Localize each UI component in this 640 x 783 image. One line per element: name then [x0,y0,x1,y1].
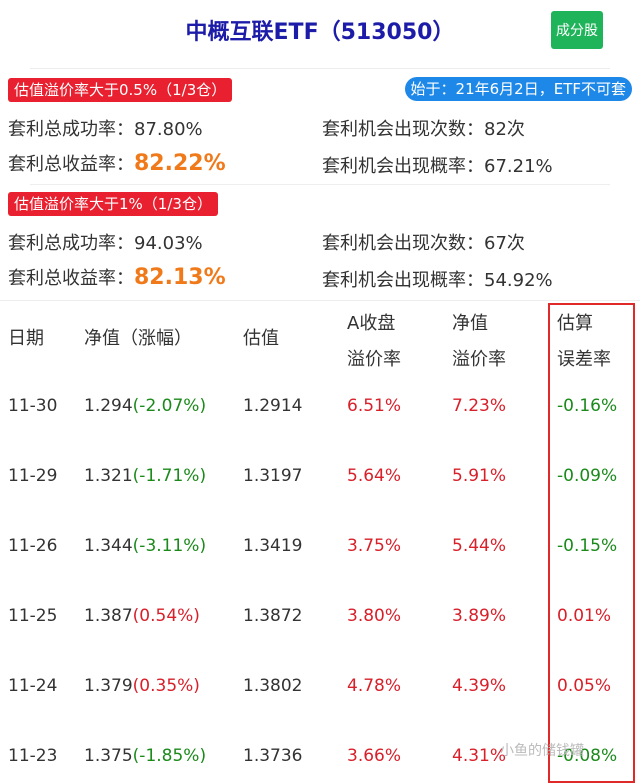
prob-label: 套利机会出现概率： [322,156,484,177]
nav-value: 1.344 [84,536,133,556]
row-nav-premium: 5.91% [452,466,507,486]
success-rate: 套利总成功率：87.80% [8,115,203,141]
nav-value: 1.321 [84,466,133,486]
nav-change: (-1.85%) [132,746,207,766]
column-header: 净值（涨幅） [84,328,192,349]
column-header: 估算 [557,313,593,334]
row-a-premium: 3.75% [347,536,402,556]
row-date: 11-29 [8,466,58,486]
row-a-premium: 3.66% [347,746,402,766]
page-title: 中概互联ETF（513050） [185,20,455,45]
row-nav-premium: 5.44% [452,536,507,556]
nav-change: (-3.11%) [132,536,207,556]
threshold-badge: 估值溢价率大于0.5%（1/3仓） [8,78,233,102]
opportunity-probability: 套利机会出现概率：54.92% [322,266,553,292]
return-label: 套利总收益率： [8,154,134,175]
success-value: 94.03% [134,233,203,254]
column-header: A收盘 [347,313,396,334]
nav-value: 1.379 [84,676,133,696]
row-error-rate: 0.05% [557,676,612,696]
total-return: 套利总收益率：82.22% [8,150,226,176]
row-nav: 1.294(-2.07%) [84,396,206,416]
count-label: 套利机会出现次数： [322,119,484,140]
success-value: 87.80% [134,119,203,140]
row-date: 11-26 [8,536,58,556]
count-value: 67次 [484,233,525,254]
column-header: 净值 [452,313,488,334]
row-nav-premium: 4.39% [452,676,507,696]
row-date: 11-23 [8,746,58,766]
return-label: 套利总收益率： [8,268,134,289]
row-estimate: 1.3802 [243,676,303,696]
row-estimate: 1.3736 [243,746,303,766]
row-error-rate: 0.01% [557,606,612,626]
row-date: 11-24 [8,676,58,696]
row-estimate: 1.3197 [243,466,303,486]
row-nav: 1.344(-3.11%) [84,536,206,556]
highlight-box [548,303,635,783]
opportunity-probability: 套利机会出现概率：67.21% [322,152,553,178]
opportunity-count: 套利机会出现次数：82次 [322,115,525,141]
row-estimate: 1.2914 [243,396,303,416]
prob-label: 套利机会出现概率： [322,270,484,291]
threshold-badge: 估值溢价率大于1%（1/3仓） [8,192,218,216]
column-header: 估值 [243,328,279,349]
row-date: 11-30 [8,396,58,416]
success-rate: 套利总成功率：94.03% [8,229,203,255]
column-header: 溢价率 [452,349,506,370]
row-a-premium: 6.51% [347,396,402,416]
row-nav: 1.375(-1.85%) [84,746,206,766]
since-pill: 始于：21年6月2日，ETF不可套 [404,77,632,101]
count-label: 套利机会出现次数： [322,233,484,254]
nav-value: 1.375 [84,746,133,766]
success-label: 套利总成功率： [8,119,134,140]
nav-value: 1.387 [84,606,133,626]
row-nav: 1.379(0.35%) [84,676,200,696]
row-estimate: 1.3419 [243,536,303,556]
column-header: 日期 [8,328,44,349]
row-a-premium: 5.64% [347,466,402,486]
total-return: 套利总收益率：82.13% [8,264,226,290]
return-value: 82.13% [134,265,226,290]
row-error-rate: -0.15% [557,536,618,556]
row-a-premium: 3.80% [347,606,402,626]
column-header: 误差率 [557,349,611,370]
row-date: 11-25 [8,606,58,626]
constituents-button[interactable]: 成分股 [551,11,603,49]
column-header: 溢价率 [347,349,401,370]
row-nav-premium: 3.89% [452,606,507,626]
watermark: 小鱼的储钱罐 [500,743,584,759]
row-nav-premium: 7.23% [452,396,507,416]
success-label: 套利总成功率： [8,233,134,254]
row-error-rate: -0.08% [557,746,618,766]
return-value: 82.22% [134,151,226,176]
nav-change: (0.35%) [132,676,200,696]
nav-change: (0.54%) [132,606,200,626]
nav-value: 1.294 [84,396,133,416]
row-a-premium: 4.78% [347,676,402,696]
opportunity-count: 套利机会出现次数：67次 [322,229,525,255]
prob-value: 67.21% [484,156,553,177]
row-estimate: 1.3872 [243,606,303,626]
nav-change: (-1.71%) [132,466,207,486]
nav-change: (-2.07%) [132,396,207,416]
row-nav: 1.387(0.54%) [84,606,200,626]
divider [30,184,610,185]
prob-value: 54.92% [484,270,553,291]
row-error-rate: -0.09% [557,466,618,486]
count-value: 82次 [484,119,525,140]
divider [30,68,610,69]
row-error-rate: -0.16% [557,396,618,416]
divider [0,300,640,301]
row-nav-premium: 4.31% [452,746,507,766]
row-nav: 1.321(-1.71%) [84,466,206,486]
